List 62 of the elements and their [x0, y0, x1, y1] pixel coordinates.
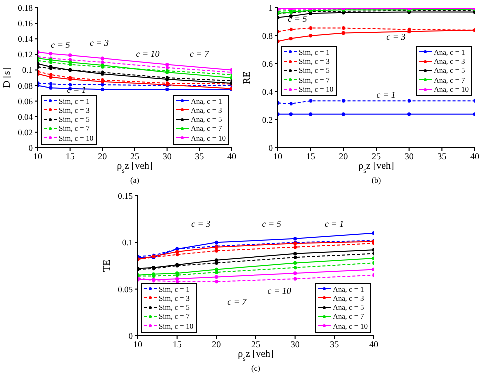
- x-axis-title: ρ$_{s}$z [veh]: [358, 161, 394, 175]
- y-tick-label: 0: [128, 331, 133, 342]
- y-tick-label: 0.05: [118, 284, 133, 294]
- x-axis-title: ρ$_{s}$z [veh]: [238, 349, 274, 363]
- annotation: c = 3: [90, 38, 110, 48]
- annotation: c = 7: [190, 49, 210, 60]
- annotation: c = 5: [288, 14, 308, 24]
- y-tick-label: 0: [28, 143, 33, 154]
- y-tick-label: 0.2: [262, 115, 273, 126]
- y-tick-label: 0.06: [18, 96, 33, 106]
- x-tick-label: 20: [212, 339, 222, 350]
- y-tick-label: 0.04: [18, 112, 34, 122]
- y-tick-label: 0: [268, 143, 273, 154]
- text: (c): [250, 364, 262, 373]
- y-axis-title: RE: [242, 72, 253, 84]
- annotation: c = 5: [262, 219, 282, 229]
- x-tick-label: 35: [438, 151, 448, 162]
- x-tick-label: 15: [172, 339, 182, 350]
- annotation: c = 7: [228, 297, 247, 308]
- annotation: c = 10: [136, 49, 160, 60]
- y-tick-label: 0.1: [122, 238, 133, 248]
- x-tick-label: 25: [130, 151, 140, 162]
- y-tick-label: 0.4: [262, 87, 274, 98]
- x-tick-label: 25: [252, 339, 261, 350]
- y-tick-label: 0.16: [18, 18, 33, 29]
- x-tick-label: 30: [290, 339, 300, 350]
- x-tick-label: 40: [228, 151, 237, 162]
- x-tick-label: 30: [404, 151, 414, 162]
- x-tick-label: 20: [339, 151, 349, 162]
- x-tick-label: 15: [306, 151, 316, 162]
- y-tick-label: 0.14: [18, 34, 34, 44]
- annotation: c = 1: [376, 90, 396, 100]
- x-tick-label: 40: [370, 339, 379, 350]
- x-tick-label: 10: [134, 339, 143, 350]
- y-axis-title: TE: [102, 260, 113, 272]
- x-tick-label: 35: [330, 339, 340, 350]
- x-axis-title: ρ$_{s}$z [veh]: [117, 161, 153, 175]
- x-tick-label: 15: [66, 151, 76, 162]
- annotation: c = 10: [268, 286, 292, 296]
- text: (b): [370, 176, 382, 185]
- y-axis-title: D [s]: [2, 68, 13, 88]
- y-tick-label: 0.08: [18, 80, 33, 91]
- y-tick-label: 1: [268, 3, 273, 14]
- y-tick-label: 0.12: [18, 50, 33, 60]
- y-tick-label: 0.02: [18, 127, 33, 138]
- x-tick-label: 30: [162, 151, 172, 162]
- x-tick-label: 35: [195, 151, 205, 162]
- y-tick-label: 0.18: [18, 3, 33, 14]
- x-tick-label: 20: [98, 151, 108, 162]
- annotation: c = 3: [386, 32, 406, 42]
- y-tick-label: 0.1: [22, 65, 33, 76]
- annotation: c = 1: [325, 219, 344, 229]
- text: (a): [130, 176, 140, 185]
- x-tick-label: 25: [372, 151, 382, 162]
- annotation: c = 3: [191, 219, 211, 229]
- annotation: c = 5: [51, 40, 70, 50]
- x-tick-label: 10: [34, 151, 43, 162]
- y-tick-label: 0.6: [262, 59, 273, 70]
- x-tick-label: 40: [470, 151, 480, 162]
- y-tick-label: 0.15: [118, 191, 133, 202]
- x-tick-label: 10: [274, 151, 283, 162]
- y-tick-label: 0.8: [262, 31, 273, 42]
